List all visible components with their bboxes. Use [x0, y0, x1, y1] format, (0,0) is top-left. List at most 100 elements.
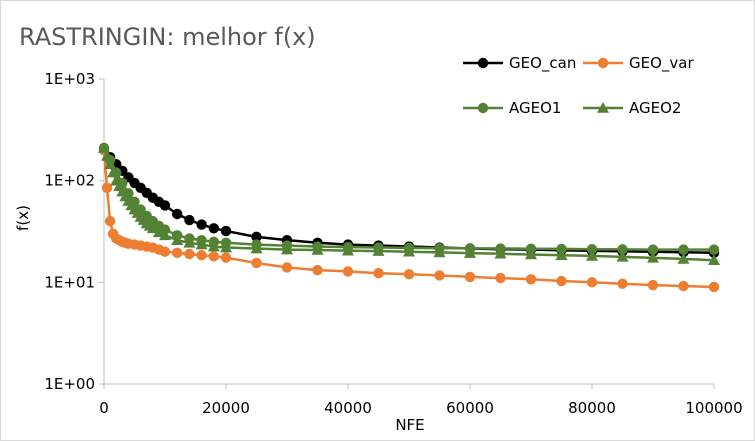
data-point [159, 229, 171, 241]
legend-label: AGEO2 [629, 99, 681, 117]
data-point [208, 223, 219, 234]
data-point [525, 248, 537, 260]
data-point [616, 250, 629, 262]
legend-marker [597, 102, 609, 113]
x-tick-label: 100000 [685, 399, 742, 417]
data-point [104, 215, 116, 227]
data-point [281, 243, 293, 255]
data-point [208, 251, 219, 262]
plot-area: 1E+00 1E+01 1E+02 1E+03 0 20000 40000 60000 8000… [44, 70, 742, 417]
data-point [617, 244, 628, 255]
data-point [708, 244, 720, 255]
data-point [101, 182, 113, 194]
data-point [617, 278, 628, 289]
data-point [220, 252, 232, 263]
legend: GEO_can GEO_var AGEO1 AGEO2 [463, 54, 694, 117]
data-point [184, 214, 195, 226]
legend-marker [597, 57, 609, 69]
data-point [555, 249, 568, 260]
data-point [556, 275, 567, 287]
data-point [184, 248, 195, 260]
data-point [647, 279, 659, 291]
data-point [98, 141, 110, 153]
data-point [251, 231, 262, 243]
legend-marker [477, 57, 489, 69]
data-point [403, 269, 415, 280]
data-point [172, 208, 183, 220]
series-ageo1 [98, 142, 720, 255]
data-point [464, 247, 476, 258]
data-point [403, 245, 415, 257]
series-line [102, 147, 714, 251]
data-point [495, 272, 506, 284]
data-point [250, 242, 263, 254]
data-point [494, 247, 507, 259]
data-point [586, 243, 598, 255]
data-point [342, 266, 354, 277]
data-point [146, 222, 159, 234]
data-point [586, 277, 598, 288]
data-point [196, 249, 207, 261]
y-tick-label: 1E+02 [44, 172, 95, 190]
data-point [677, 252, 690, 264]
data-point [464, 271, 476, 283]
x-axis-label: NFE [395, 416, 424, 434]
legend-label: GEO_can [509, 54, 576, 73]
data-point [183, 236, 196, 248]
data-point [586, 249, 598, 261]
legend-label: AGEO1 [509, 99, 561, 117]
data-point [708, 254, 720, 266]
legend-label: GEO_var [629, 54, 694, 73]
y-tick-label: 1E+01 [44, 273, 95, 291]
data-point [311, 243, 324, 255]
x-tick-label: 0 [99, 399, 109, 417]
data-point [159, 200, 171, 211]
data-point [107, 166, 120, 178]
y-tick-label: 1E+00 [44, 375, 95, 393]
data-point [220, 241, 232, 253]
series-line [103, 149, 715, 255]
data-point [342, 244, 354, 256]
data-point [708, 281, 720, 293]
data-point [207, 240, 220, 252]
data-point [159, 246, 171, 257]
x-tick-label: 40000 [324, 399, 372, 417]
legend-item-geo-var: GEO_var [583, 54, 694, 73]
x-tick-label: 20000 [202, 399, 250, 417]
data-point [251, 257, 262, 269]
data-point [556, 243, 567, 255]
data-point [281, 262, 293, 273]
data-point [647, 251, 659, 263]
data-point [647, 244, 659, 255]
data-point [678, 280, 689, 292]
data-point [196, 219, 207, 230]
legend-item-geo-can: GEO_can [463, 54, 576, 73]
data-point [312, 264, 323, 276]
data-point [152, 226, 165, 238]
series-line [102, 150, 715, 289]
data-point [434, 270, 445, 281]
data-point [104, 158, 117, 170]
data-point [195, 238, 208, 250]
x-tick-label: 60000 [446, 399, 494, 417]
series-ageo2 [98, 141, 720, 266]
series-geo-var [98, 144, 720, 293]
y-tick-label: 1E+03 [44, 70, 95, 88]
data-point [373, 267, 384, 279]
x-tick-label: 80000 [568, 399, 616, 417]
data-point [525, 274, 537, 285]
data-point [433, 246, 446, 258]
data-point [678, 244, 689, 255]
chart-title: RASTRINGIN: melhor f(x) [19, 23, 316, 51]
data-point [101, 149, 114, 161]
legend-marker [477, 102, 489, 114]
data-point [172, 247, 183, 259]
legend-item-ageo1: AGEO1 [463, 99, 561, 117]
data-point [171, 234, 184, 245]
data-point [220, 225, 232, 237]
data-point [372, 245, 385, 256]
y-axis-label: f(x) [14, 205, 32, 231]
legend-item-ageo2: AGEO2 [583, 99, 681, 117]
